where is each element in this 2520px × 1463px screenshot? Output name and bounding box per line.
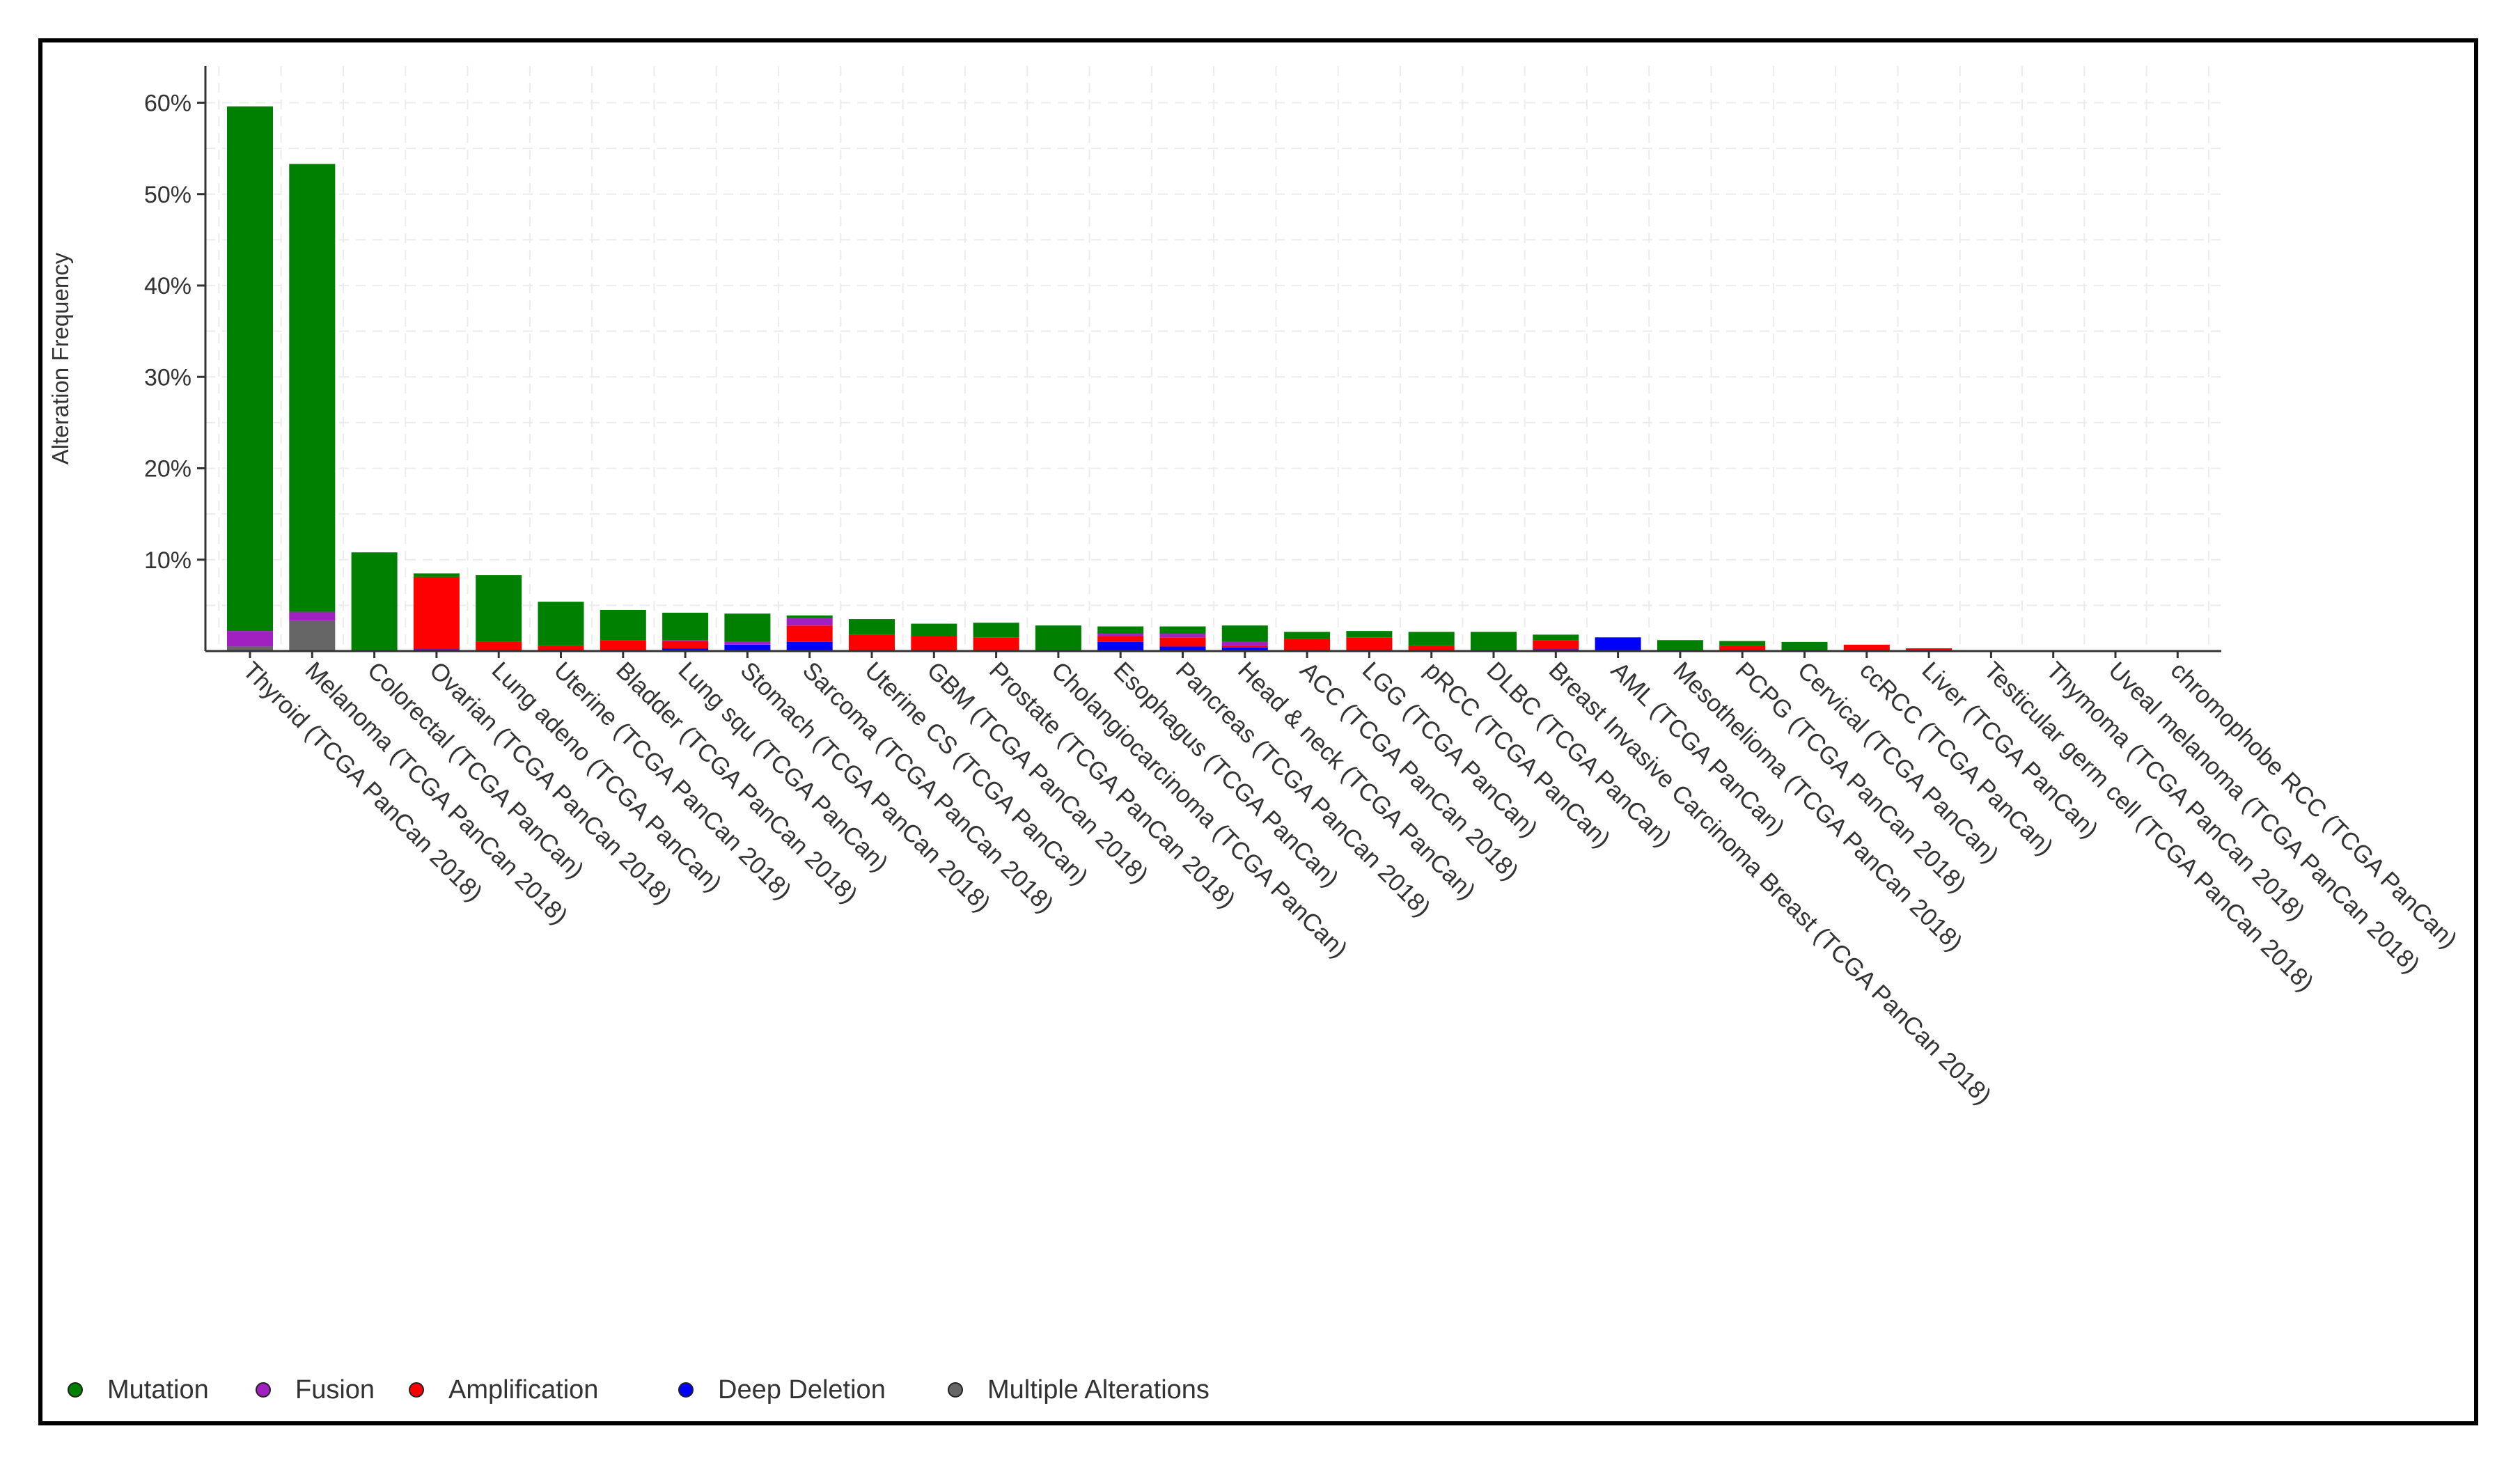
bar-segment-fusion (724, 641, 771, 645)
bar-segment-mutation (973, 623, 1019, 638)
bar-segment-amplification (600, 640, 646, 651)
bar-segment-mutation (1035, 625, 1081, 651)
bar-segment-amplification (413, 577, 460, 650)
category-label: Thymoma (TCGA PanCan 2018) (2041, 657, 2310, 926)
category-labels: Thyroid (TCGA PanCan 2018)Melanoma (TCGA… (237, 657, 2462, 1110)
bar-segment-fusion (786, 618, 833, 626)
bars (227, 106, 1952, 651)
legend: Mutation Fusion Amplification Deep Deletion… (68, 1375, 1210, 1405)
category-label: Esophagus (TCGA PanCan) (1109, 657, 1344, 892)
legend-label: Deep Deletion (718, 1375, 886, 1405)
bar-segment-amplification (1533, 640, 1579, 650)
bar-segment-mutation (538, 602, 584, 646)
bar-segment-deep-deletion (1159, 646, 1206, 651)
bar-segment-mutation (1346, 631, 1393, 638)
bar-segment-fusion (1221, 641, 1268, 646)
bar-segment-mutation (351, 552, 398, 651)
bar-segment-mutation (911, 623, 957, 636)
y-axis-title: Alteration Frequency (47, 252, 73, 464)
y-tick-label: 10% (144, 547, 191, 574)
bar-segment-fusion (1097, 634, 1144, 636)
bar-segment-mutation (1533, 634, 1579, 641)
bar-segment-deep-deletion (1221, 647, 1268, 651)
bar-segment-amplification (662, 641, 709, 649)
bar-segment-amplification (1097, 636, 1144, 642)
bar-segment-amplification (1843, 644, 1890, 651)
bar-segment-deep-deletion (1595, 637, 1641, 651)
bar-segment-deep-deletion (724, 644, 771, 651)
legend-label: Mutation (107, 1375, 209, 1405)
chart-frame (38, 38, 2478, 1425)
bar-segment-mutation (1221, 625, 1268, 642)
legend-swatch (68, 1382, 83, 1398)
legend-swatch (678, 1382, 694, 1398)
y-tick-label: 30% (144, 364, 191, 391)
bar-segment-amplification (973, 637, 1019, 651)
y-tick-label: 60% (144, 91, 191, 117)
bar-segment-mutation (1657, 640, 1703, 651)
bar-segment-fusion (1159, 634, 1206, 638)
bar-segment-mutation (786, 615, 833, 618)
bar-segment-amplification (538, 646, 584, 651)
bar-segment-fusion (289, 611, 336, 621)
bar-segment-multiple-alterations (227, 646, 273, 651)
bar-segment-amplification (1346, 637, 1393, 651)
bar-segment-amplification (1284, 639, 1331, 651)
bar-segment-mutation (413, 573, 460, 577)
legend-label: Multiple Alterations (987, 1375, 1210, 1405)
bar-segment-amplification (1408, 646, 1455, 651)
bar-segment-amplification (911, 636, 957, 651)
bar-segment-mutation (1097, 626, 1144, 634)
y-tick-label: 40% (144, 273, 191, 299)
bar-segment-mutation (476, 575, 522, 642)
bar-segment-mutation (849, 619, 895, 635)
bar-segment-mutation (662, 612, 709, 641)
bar-segment-mutation (227, 106, 273, 632)
bar-segment-mutation (1471, 632, 1517, 651)
y-tick-label: 50% (144, 182, 191, 208)
legend-swatch (948, 1382, 963, 1398)
bar-segment-amplification (1719, 646, 1766, 651)
bar-segment-multiple-alterations (289, 620, 336, 651)
bar-segment-amplification (1159, 637, 1206, 647)
bar-segment-amplification (786, 625, 833, 642)
bar-segment-mutation (1284, 632, 1331, 639)
bar-segment-fusion (662, 640, 709, 641)
bar-segment-mutation (289, 164, 336, 612)
y-tick-labels: 10% 20% 30% 40% 50% 60% (144, 91, 191, 574)
bar-segment-mutation (724, 613, 771, 642)
axes (197, 66, 2221, 658)
bar-segment-amplification (476, 641, 522, 651)
y-tick-label: 20% (144, 456, 191, 483)
bar-segment-fusion (227, 631, 273, 647)
bar-segment-deep-deletion (662, 648, 709, 651)
category-label: chromophobe RCC (TCGA PanCan) (2166, 657, 2462, 953)
bar-segment-deep-deletion (786, 641, 833, 651)
bar-segment-amplification (849, 634, 895, 651)
bar-segment-deep-deletion (1097, 641, 1144, 651)
bar-segment-mutation (1159, 626, 1206, 634)
bar-segment-mutation (1719, 641, 1766, 646)
legend-label: Fusion (295, 1375, 375, 1405)
bar-segment-mutation (1408, 632, 1455, 646)
legend-swatch (256, 1382, 271, 1398)
grid (205, 66, 2221, 651)
bar-segment-amplification (1906, 648, 1952, 651)
bar-segment-mutation (600, 609, 646, 641)
bar-segment-mutation (1781, 641, 1828, 651)
legend-label: Amplification (448, 1375, 598, 1405)
bar-segment-amplification (1221, 646, 1268, 648)
legend-swatch (409, 1382, 424, 1398)
